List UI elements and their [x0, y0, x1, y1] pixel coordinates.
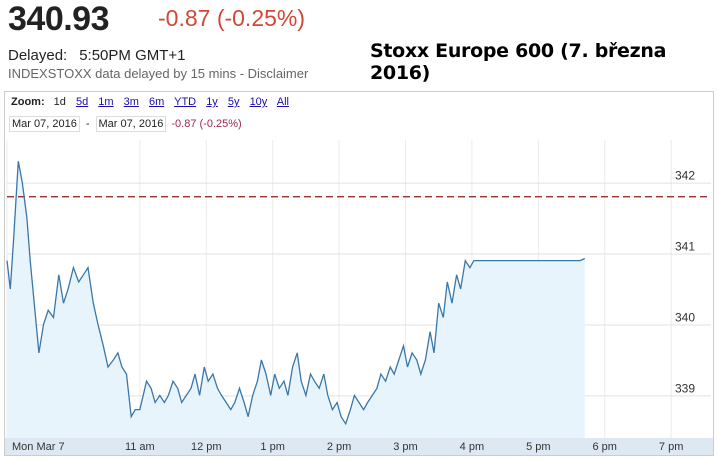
zoom-5y[interactable]: 5y: [227, 96, 240, 108]
zoom-6m[interactable]: 6m: [148, 96, 165, 108]
x-tick-label: 2 pm: [327, 441, 351, 453]
zoom-all[interactable]: All: [276, 96, 289, 108]
data-source-note: INDEXSTOXX data delayed by 15 mins - Dis…: [8, 66, 309, 81]
x-tick-label: 3 pm: [393, 441, 417, 453]
price-change: -0.87 (-0.25%): [158, 5, 306, 31]
date-range: Mar 07, 2016- Mar 07, 2016 -0.87 (-0.25%): [9, 116, 242, 132]
zoom-3m[interactable]: 3m: [123, 96, 139, 108]
delayed-info: Delayed: 5:50PM GMT+1: [8, 47, 186, 64]
zoom-1y[interactable]: 1y: [206, 96, 218, 108]
x-tick-label: 7 pm: [659, 441, 683, 453]
y-tick-label: 342: [675, 169, 695, 183]
zoom-10y[interactable]: 10y: [249, 96, 268, 108]
last-price: 340.93: [8, 0, 110, 38]
range-start-field[interactable]: Mar 07, 2016: [9, 116, 80, 132]
y-tick-label: 339: [675, 381, 695, 395]
x-tick-label: 4 pm: [460, 441, 484, 453]
y-tick-label: 340: [675, 310, 695, 324]
zoom-1m[interactable]: 1m: [98, 96, 114, 108]
overlay-title: Stoxx Europe 600 (7. března 2016): [370, 40, 667, 84]
price-chart: 339 340 341 342 Mon Mar 7 11 am 12 pm 1 pm 2 pm…: [5, 140, 713, 455]
price-line: [6, 161, 586, 426]
zoom-label: Zoom:: [11, 96, 45, 108]
x-tick-label: 5 pm: [526, 441, 550, 453]
area-fill: [7, 161, 585, 439]
x-tick-label: 11 am: [125, 441, 155, 453]
x-tick-label: 1 pm: [260, 441, 284, 453]
range-change: -0.87 (-0.25%): [171, 118, 242, 130]
x-tick-label: Mon Mar 7: [12, 441, 65, 453]
zoom-ytd[interactable]: YTD: [174, 96, 197, 108]
range-separator: -: [85, 118, 90, 130]
zoom-controls: Zoom: 1d 5d 1m 3m 6m YTD 1y 5y 10y All: [11, 96, 296, 108]
x-tick-label: 12 pm: [191, 441, 222, 453]
chart-panel: 339 340 341 342 Mon Mar 7 11 am 12 pm 1 pm 2 pm…: [4, 91, 714, 456]
delayed-time: 5:50PM GMT+1: [79, 47, 186, 64]
zoom-5d[interactable]: 5d: [75, 96, 89, 108]
x-axis-bar: [5, 438, 713, 455]
zoom-1d[interactable]: 1d: [53, 96, 66, 108]
range-end-field[interactable]: Mar 07, 2016: [95, 116, 167, 132]
y-tick-label: 341: [675, 240, 695, 254]
delayed-label: Delayed:: [8, 47, 68, 64]
x-tick-label: 6 pm: [593, 441, 617, 453]
